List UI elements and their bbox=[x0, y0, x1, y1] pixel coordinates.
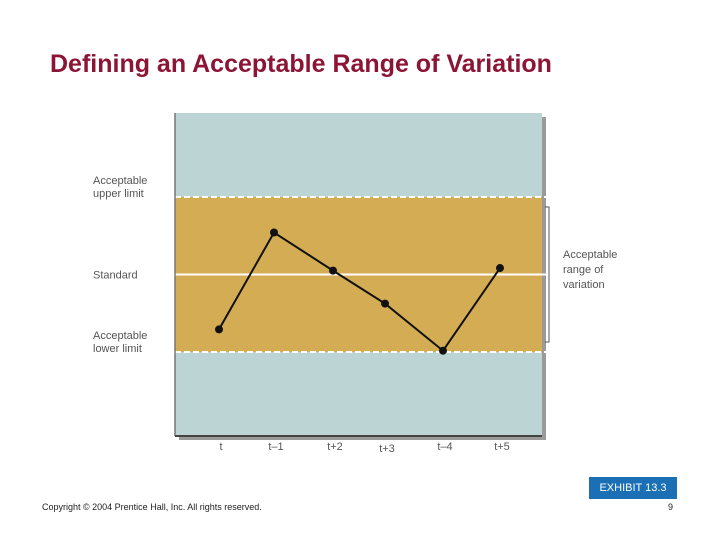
range-annotation-line2: range of bbox=[563, 264, 604, 276]
x-tick-label-3: t+2 bbox=[327, 441, 343, 453]
series-line bbox=[218, 231, 501, 353]
data-point-1 bbox=[215, 325, 223, 334]
x-tick-label-6: t+5 bbox=[494, 441, 510, 453]
slide-title: Defining an Acceptable Range of Variatio… bbox=[50, 50, 552, 78]
page-number: 9 bbox=[668, 502, 674, 512]
data-point-2 bbox=[270, 228, 278, 237]
x-tick-label-4: t+3 bbox=[379, 443, 395, 455]
copyright-notice: Copyright © 2004 Prentice Hall, Inc. All… bbox=[42, 502, 262, 512]
range-annotation: Acceptable bbox=[563, 249, 617, 261]
upper-limit-label: Acceptable bbox=[93, 175, 147, 187]
range-annotation-line3: variation bbox=[563, 279, 605, 291]
data-point-6 bbox=[496, 264, 504, 273]
x-tick-label-5: t–4 bbox=[437, 441, 452, 453]
data-point-4 bbox=[381, 299, 389, 308]
lower-limit-label-line2: lower limit bbox=[93, 343, 142, 355]
upper-limit-label-line2: upper limit bbox=[93, 188, 144, 200]
x-tick-label-1: t bbox=[219, 441, 222, 453]
exhibit-badge: EXHIBIT 13.3 bbox=[589, 477, 677, 499]
data-point-5 bbox=[439, 346, 447, 355]
lower-limit-label: Acceptable bbox=[93, 330, 147, 342]
data-point-3 bbox=[329, 266, 337, 275]
standard-label: Standard bbox=[93, 270, 138, 282]
x-tick-label-2: t–1 bbox=[268, 441, 283, 453]
range-bracket bbox=[545, 206, 550, 343]
